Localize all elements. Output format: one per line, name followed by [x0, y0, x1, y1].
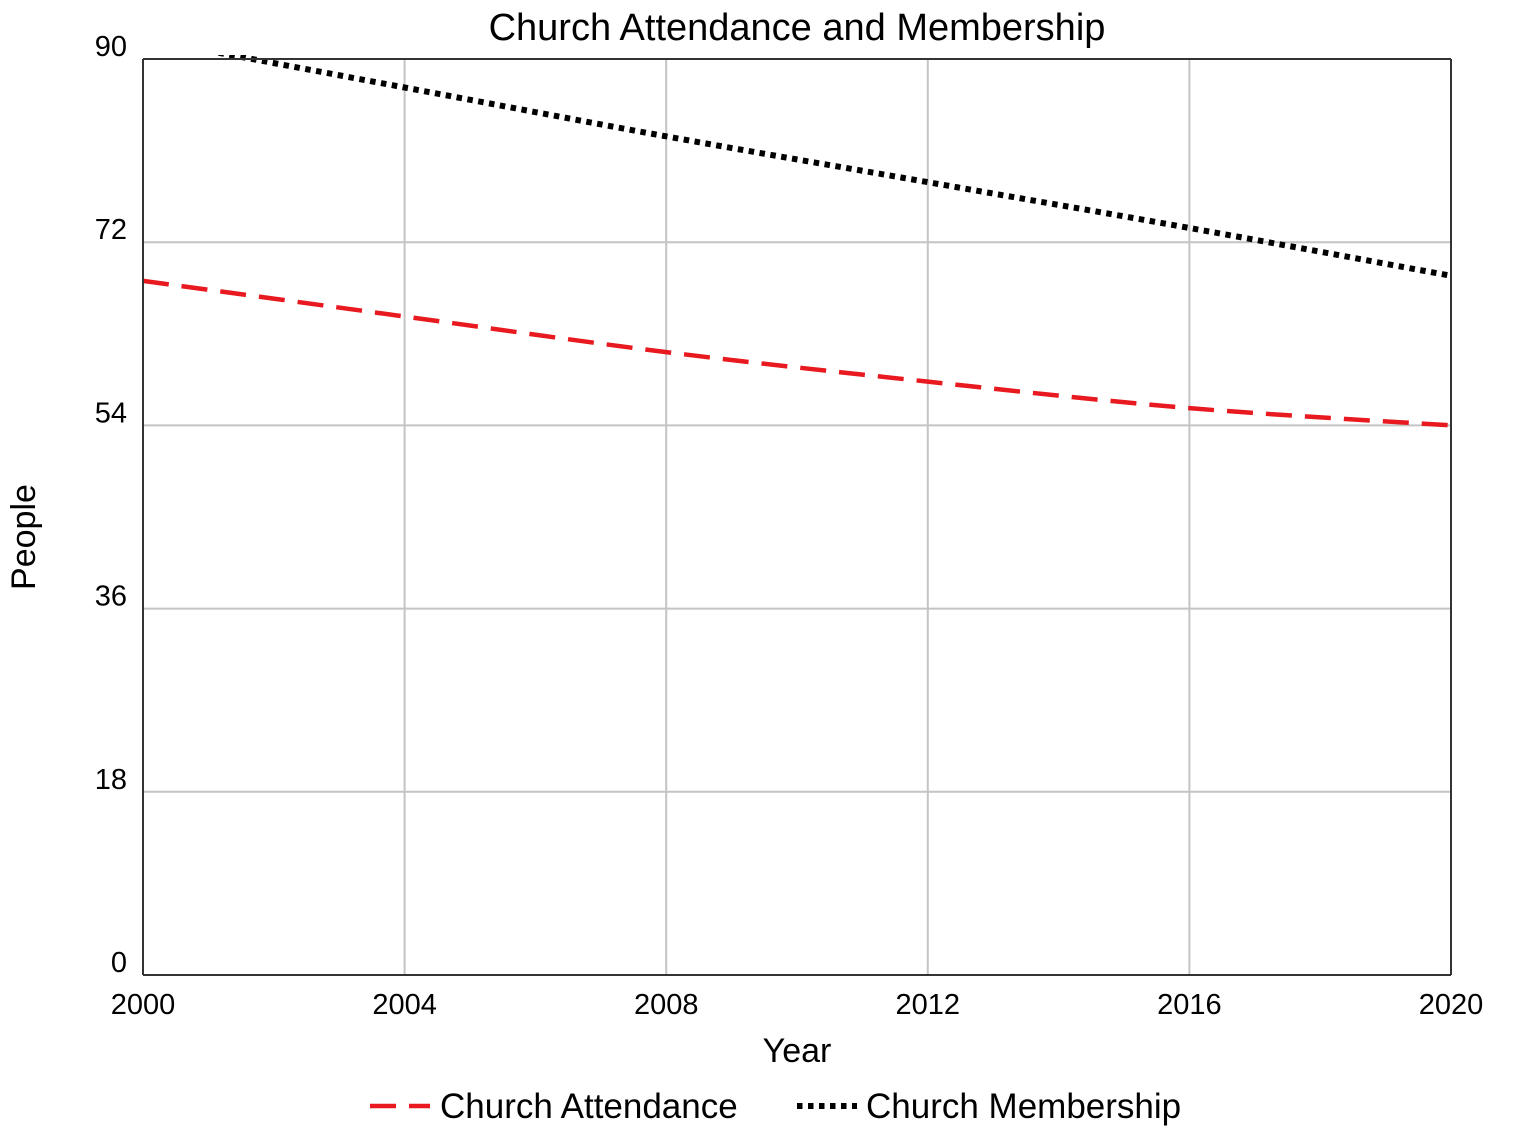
y-tick-label: 0: [111, 947, 127, 979]
y-tick-label: 90: [95, 31, 127, 63]
y-tick-label: 18: [95, 764, 127, 796]
x-tick-label: 2020: [1419, 989, 1484, 1021]
y-tick-label: 54: [95, 397, 127, 429]
grid-lines: [143, 58, 1451, 975]
y-axis-label: People: [5, 484, 43, 590]
series-lines: [143, 55, 1451, 428]
x-tick-labels: 2000 2004 2008 2012 2016 2020: [111, 989, 1484, 1021]
y-tick-label: 72: [95, 214, 127, 246]
x-tick-label: 2004: [372, 989, 437, 1021]
chart-title: Church Attendance and Membership: [489, 7, 1106, 49]
legend: Church Attendance Church Membership: [370, 1087, 1181, 1126]
series-line-church-attendance: [143, 278, 1451, 428]
x-tick-label: 2012: [896, 989, 961, 1021]
series-line-church-membership: [214, 55, 1451, 279]
x-tick-label: 2008: [634, 989, 699, 1021]
plot-frame: [142, 58, 1452, 976]
x-tick-label: 2000: [111, 989, 176, 1021]
y-tick-label: 36: [95, 581, 127, 613]
y-tick-labels: 0 18 36 54 72 90: [95, 31, 127, 979]
x-tick-label: 2016: [1157, 989, 1222, 1021]
legend-label: Church Attendance: [440, 1087, 738, 1126]
x-axis-label: Year: [763, 1032, 832, 1070]
legend-label: Church Membership: [866, 1087, 1181, 1126]
